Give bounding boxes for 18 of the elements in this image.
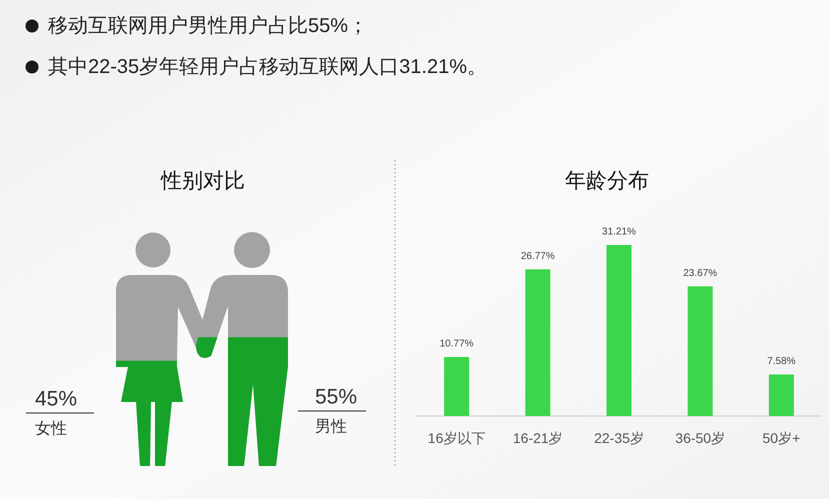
value-label: 7.58% — [767, 356, 796, 367]
category-label: 50岁+ — [762, 430, 800, 446]
value-label: 45% — [35, 388, 78, 410]
category-label: 16-21岁 — [512, 430, 563, 446]
title: 年龄分布 — [565, 170, 649, 192]
category-label: 女性 — [35, 420, 67, 438]
annotation: 其中22-35岁年轻用户占移动互联网人口31.21%。 — [48, 56, 487, 78]
category-label: 36-50岁 — [675, 430, 726, 446]
value-label: 23.67% — [683, 268, 718, 279]
value-label: 31.21% — [602, 226, 636, 238]
value-label: 26.77% — [520, 250, 555, 262]
annotation: 移动互联网用户男性用户占比55%； — [48, 15, 368, 37]
category-label: 男性 — [315, 418, 347, 436]
category-label: 22-35岁 — [594, 430, 644, 446]
value-label: 10.77% — [440, 338, 474, 350]
category-label: 16岁以下 — [428, 430, 486, 446]
title: 性别对比 — [161, 170, 245, 192]
value-label: 55% — [315, 386, 358, 408]
